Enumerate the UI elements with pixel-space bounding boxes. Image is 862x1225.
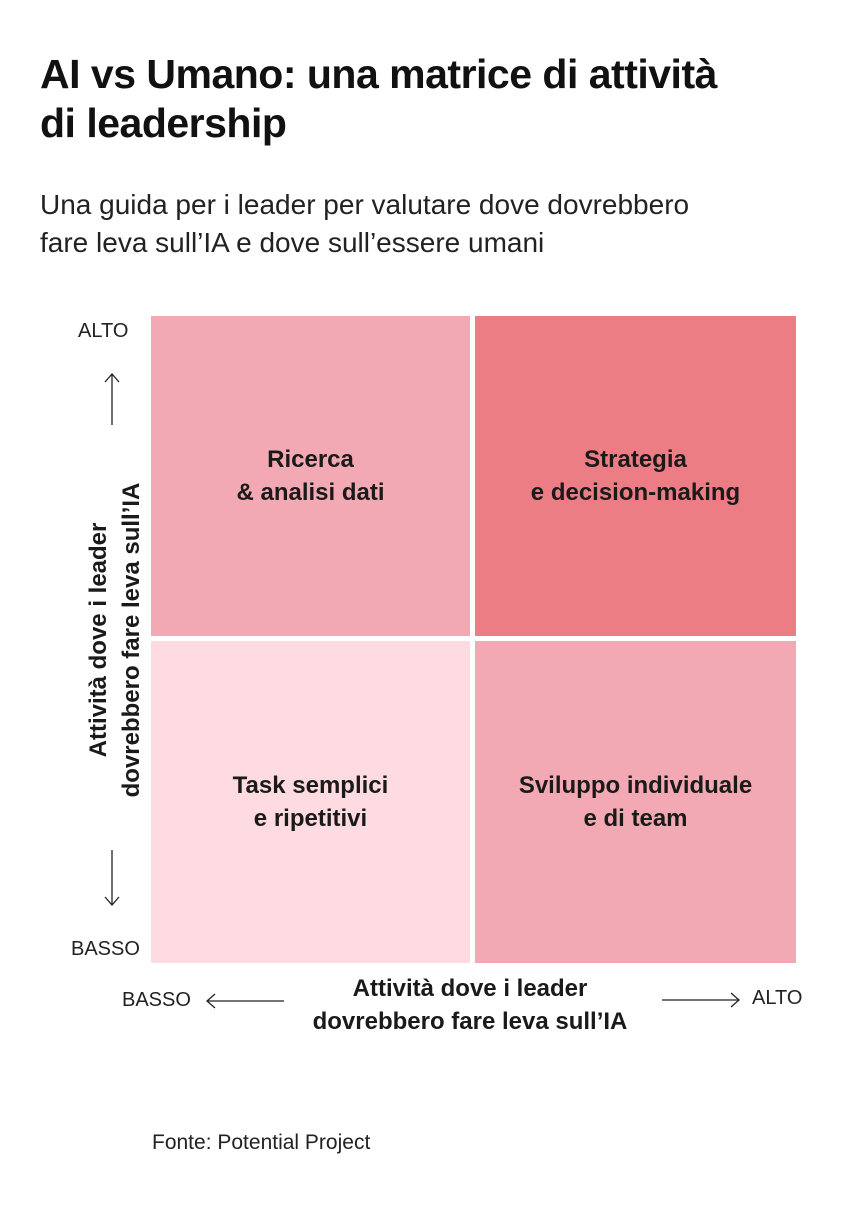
quadrant-top-right: Strategia e decision-making <box>475 316 796 636</box>
y-axis-high-label: ALTO <box>78 320 129 342</box>
quadrant-label-research: Ricerca & analisi dati <box>236 446 385 506</box>
x-axis-title: Attività dove i leader dovrebbero fare l… <box>312 975 628 1035</box>
x-axis-low-label: BASSO <box>122 989 191 1011</box>
x-axis-arrow-left-icon <box>206 993 284 1009</box>
quadrant-top-left: Ricerca & analisi dati <box>151 316 470 636</box>
chart-title: AI vs Umano: una matrice di attività di … <box>40 51 717 146</box>
source-note: Fonte: Potential Project <box>152 1131 371 1154</box>
quadrant-bottom-left: Task semplici e ripetitivi <box>151 641 470 963</box>
quadrant-label-strategy: Strategia e decision-making <box>530 446 741 506</box>
quadrant-label-development: Sviluppo individuale e di team <box>518 772 753 832</box>
quadrant-label-simple-tasks: Task semplici e ripetitivi <box>232 772 389 832</box>
y-axis-arrow-up-icon <box>104 373 120 425</box>
y-axis-title: Attività dove i leader dovrebbero fare l… <box>85 482 145 798</box>
chart-subtitle: Una guida per i leader per valutare dove… <box>40 189 690 258</box>
y-axis-low-label: BASSO <box>71 938 140 960</box>
y-axis-arrow-down-icon <box>104 850 120 906</box>
leadership-matrix: Ricerca & analisi dati Strategia e decis… <box>151 316 796 963</box>
x-axis-arrow-right-icon <box>662 992 740 1008</box>
x-axis-high-label: ALTO <box>752 987 803 1009</box>
quadrant-bottom-right: Sviluppo individuale e di team <box>475 641 796 963</box>
